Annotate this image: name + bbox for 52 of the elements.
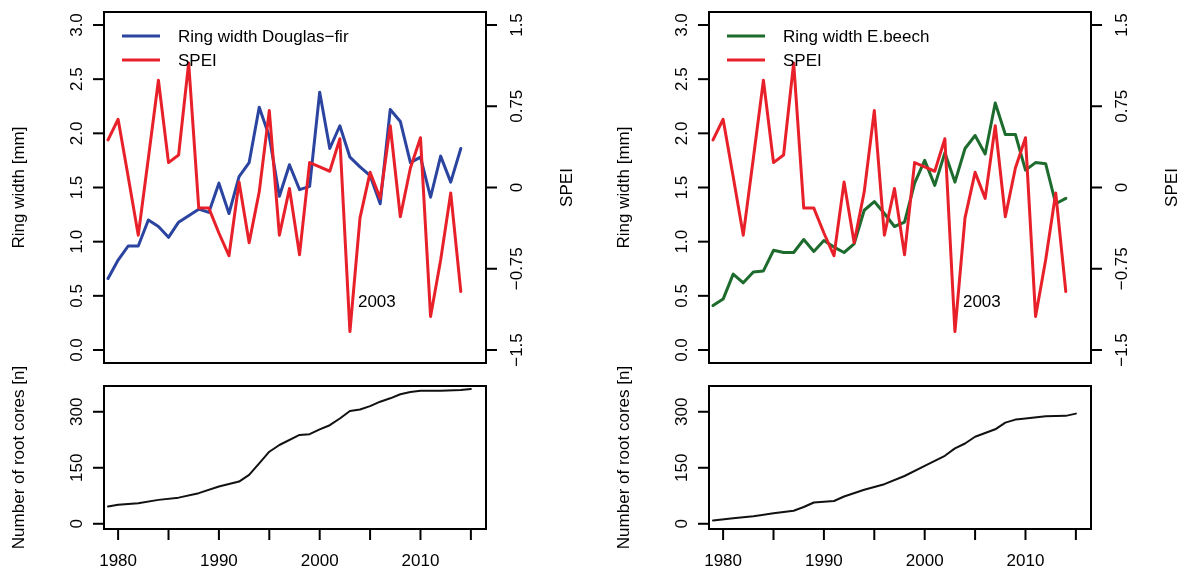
x-tick-label: 2000	[905, 551, 944, 570]
y2-tick-label: 0	[1112, 182, 1131, 193]
y2-tick-label: 0.75	[1112, 89, 1131, 123]
y-tick-label: 0	[67, 519, 86, 529]
y-tick-label: 300	[67, 397, 86, 426]
y2-tick-label: −0.75	[1112, 247, 1131, 291]
y-axis-title: Number of root cores [n]	[9, 365, 28, 550]
annotation: 2003	[357, 291, 396, 311]
y-tick-label: 2.5	[672, 67, 691, 91]
y2-tick-label: −1.5	[1112, 333, 1131, 367]
y2-axis-title: SPEI	[557, 168, 576, 207]
y-tick-label: 0	[672, 519, 691, 529]
legend-label: Ring width Douglas−fir	[178, 27, 349, 46]
x-tick-label: 1990	[804, 551, 843, 570]
y-axis-title: Ring width [mm]	[614, 126, 633, 249]
y-tick-label: 150	[672, 453, 691, 482]
y-tick-label: 2.5	[67, 67, 86, 91]
legend-label: SPEI	[178, 51, 217, 70]
y-tick-label: 1.0	[67, 229, 86, 254]
y-tick-label: 2.0	[67, 121, 86, 146]
y-tick-label: 0.5	[672, 284, 691, 308]
y-tick-label: 300	[672, 397, 691, 426]
y-tick-label: 1.0	[672, 229, 691, 254]
y2-tick-label: 1.5	[1112, 13, 1131, 37]
y2-tick-label: 0	[507, 182, 526, 193]
y-tick-label: 3.0	[672, 13, 691, 37]
line-series	[107, 387, 472, 508]
line-series	[712, 412, 1077, 522]
y2-tick-label: 0.75	[507, 89, 526, 123]
y2-tick-label: −1.5	[507, 333, 526, 367]
x-tick-label: 1980	[704, 551, 743, 570]
y-axis-title: Ring width [mm]	[9, 126, 28, 249]
y-tick-label: 0.0	[672, 338, 691, 362]
legend-label: Ring width E.beech	[783, 27, 930, 46]
y2-tick-label: −0.75	[507, 247, 526, 291]
y-tick-label: 1.5	[672, 175, 691, 200]
y-tick-label: 0.0	[67, 338, 86, 362]
y2-axis-title: SPEI	[1162, 168, 1181, 207]
x-tick-label: 2010	[401, 551, 440, 570]
x-tick-label: 1990	[199, 551, 238, 570]
y2-tick-label: 1.5	[507, 13, 526, 37]
x-tick-label: 2010	[1006, 551, 1045, 570]
x-tick-label: 1980	[99, 551, 138, 570]
legend-label: SPEI	[783, 51, 822, 70]
y-tick-label: 3.0	[67, 13, 86, 37]
y-tick-label: 2.0	[672, 121, 691, 146]
annotation: 2003	[962, 291, 1001, 311]
y-tick-label: 0.5	[67, 284, 86, 308]
x-tick-label: 2000	[300, 551, 339, 570]
y-tick-label: 1.5	[67, 175, 86, 200]
y-axis-title: Number of root cores [n]	[614, 365, 633, 550]
y-tick-label: 150	[67, 453, 86, 482]
